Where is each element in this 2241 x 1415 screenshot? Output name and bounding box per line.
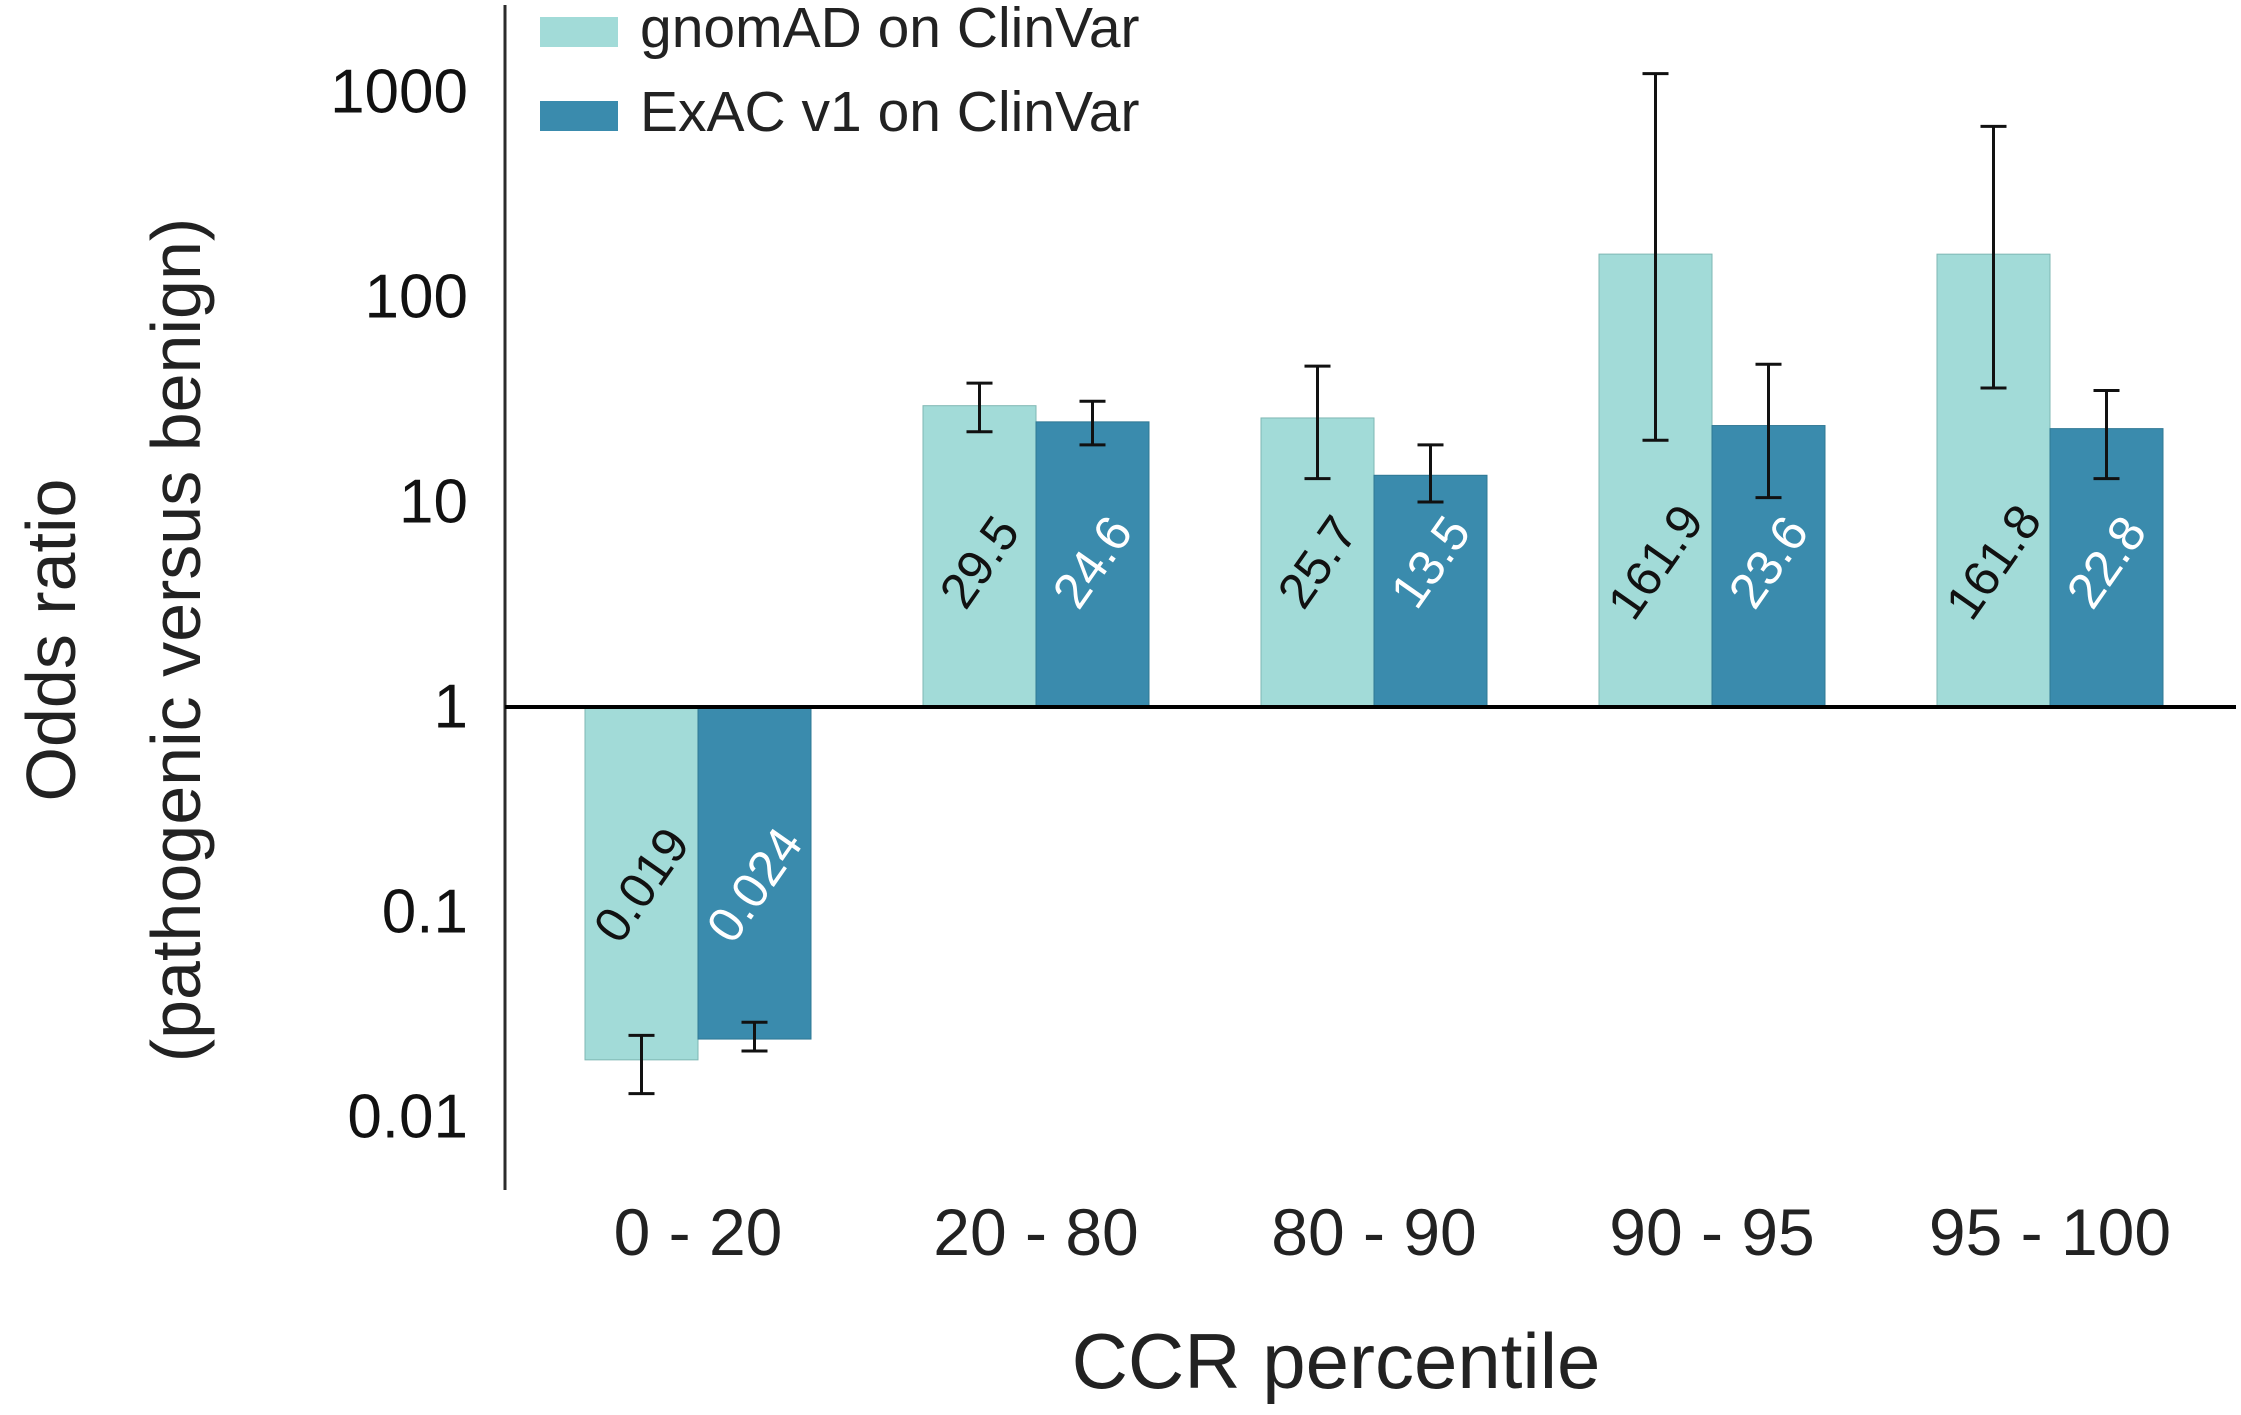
y-tick-labels: 0.01 0.1 1 10 100 1000	[330, 58, 468, 1152]
y-tick-label-3: 10	[399, 468, 468, 537]
y-axis-label-line1: Odds ratio	[12, 479, 90, 802]
error-bars-layer	[628, 72, 2120, 1096]
error-bar-gnomad-1	[966, 381, 993, 434]
x-tick-label-1: 20 - 80	[933, 1195, 1138, 1269]
bar-exac-1	[1035, 421, 1150, 708]
x-tick-label-2: 80 - 90	[1271, 1195, 1476, 1269]
error-bar-exac-0	[741, 1020, 768, 1053]
x-tick-label-0: 0 - 20	[614, 1195, 783, 1269]
y-tick-label-1: 0.1	[382, 878, 468, 947]
y-tick-label-5: 1000	[330, 58, 468, 127]
x-axis-label: CCR percentile	[1072, 1317, 1601, 1405]
y-tick-label-4: 100	[365, 263, 468, 332]
legend: gnomAD on ClinVar ExAC v1 on ClinVar	[540, 0, 1140, 144]
error-bar-gnomad-2	[1304, 364, 1331, 481]
error-bar-exac-3	[1755, 362, 1782, 500]
error-bar-gnomad-0	[628, 1033, 655, 1096]
legend-label-gnomad: gnomAD on ClinVar	[640, 0, 1140, 60]
x-tick-labels: 0 - 20 20 - 80 80 - 90 90 - 95 95 - 100	[614, 1195, 2171, 1269]
error-bar-exac-4	[2093, 388, 2120, 481]
x-tick-label-3: 90 - 95	[1609, 1195, 1814, 1269]
error-bar-gnomad-3	[1642, 72, 1669, 442]
error-bar-gnomad-4	[1980, 124, 2007, 390]
bar-gnomad-0	[584, 706, 699, 1061]
bar-exac-0	[697, 706, 812, 1040]
y-axis-label: Odds ratio (pathogenic versus benign)	[12, 218, 215, 1062]
error-bar-exac-2	[1417, 443, 1444, 504]
y-axis-label-line2: (pathogenic versus benign)	[137, 218, 215, 1062]
legend-swatch-gnomad	[540, 17, 618, 47]
legend-label-exac: ExAC v1 on ClinVar	[640, 80, 1139, 144]
x-tick-label-4: 95 - 100	[1929, 1195, 2171, 1269]
y-tick-label-0: 0.01	[347, 1083, 468, 1152]
legend-swatch-exac	[540, 101, 618, 131]
y-tick-label-2: 1	[434, 673, 468, 742]
bars-layer	[584, 253, 2164, 1061]
bar-exac-2	[1373, 474, 1488, 708]
error-bar-exac-1	[1079, 399, 1106, 447]
